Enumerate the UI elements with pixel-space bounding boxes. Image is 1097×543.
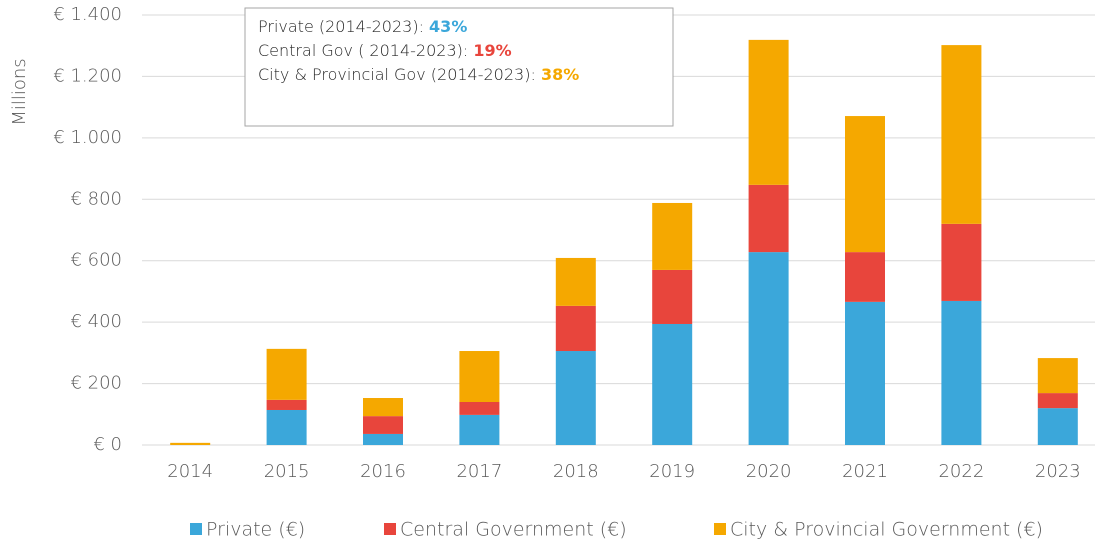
bar-segment [1037,408,1078,445]
annotation-box [244,7,674,127]
bar-segment [266,399,307,410]
bar-segment [845,252,885,302]
y-tick-label: € 400 [70,311,122,332]
legend-label: Private (€) [206,519,305,541]
bar-segment [555,305,596,352]
y-tick-label: € 800 [70,188,122,209]
bar-segment [170,442,211,445]
annotation-text: Private (2014-2023): [258,17,429,36]
bar-segment [555,351,596,445]
x-tick-label: 2017 [456,461,502,482]
bar-segment [845,301,885,445]
bar-segment [652,269,693,324]
bar-segment [652,323,693,445]
bar-segment [845,116,885,253]
bar-segment [1037,358,1078,394]
annotation: Central Gov ( 2014-2023): 19% [258,41,512,60]
legend-swatch [714,523,726,535]
annotation-highlight: 19% [473,41,511,60]
y-tick-label: € 600 [70,250,122,271]
annotation-highlight: 38% [541,65,579,84]
x-tick-label: 2019 [649,461,695,482]
x-tick-label: 2020 [746,461,792,482]
x-tick-label: 2023 [1035,461,1081,482]
bar-segment [748,252,789,445]
bar-segment [363,398,403,417]
y-tick-label: € 1.000 [53,127,122,148]
y-tick-label: € 1.200 [53,65,122,86]
bar-segment [266,409,307,445]
annotation-text: Central Gov ( 2014-2023): [258,41,473,60]
bar-segment [363,433,403,445]
legend-swatch [190,523,202,535]
x-tick-label: 2015 [264,461,310,482]
bar-segment [459,351,500,402]
x-tick-label: 2014 [167,461,213,482]
annotation: Private (2014-2023): 43% [258,17,467,36]
bar-segment [941,45,982,224]
legend-label: Central Government (€) [400,519,627,541]
annotation-text: City & Provincial Gov (2014-2023): [258,65,541,84]
bar-segment [941,223,982,301]
y-axis-label: Millions [9,58,30,125]
annotation-highlight: 43% [429,17,467,36]
bar-segment [363,416,403,434]
legend-swatch [384,523,396,535]
bar-segment [748,184,789,253]
y-tick-label: € 0 [93,434,122,455]
bar-segment [941,300,982,445]
x-tick-label: 2016 [360,461,406,482]
x-tick-label: 2022 [938,461,984,482]
bar-segment [459,414,500,445]
legend-label: City & Provincial Government (€) [730,519,1043,541]
y-tick-label: € 200 [70,373,122,394]
bar-segment [1037,393,1078,409]
y-tick-label: € 1.400 [53,4,122,25]
bar-segment [652,202,693,270]
x-tick-label: 2018 [553,461,599,482]
bar-segment [748,39,789,185]
annotation: City & Provincial Gov (2014-2023): 38% [258,65,579,84]
bar-segment [266,348,307,400]
bar-segment [459,402,500,415]
x-tick-label: 2021 [842,461,888,482]
bar-segment [555,257,596,306]
